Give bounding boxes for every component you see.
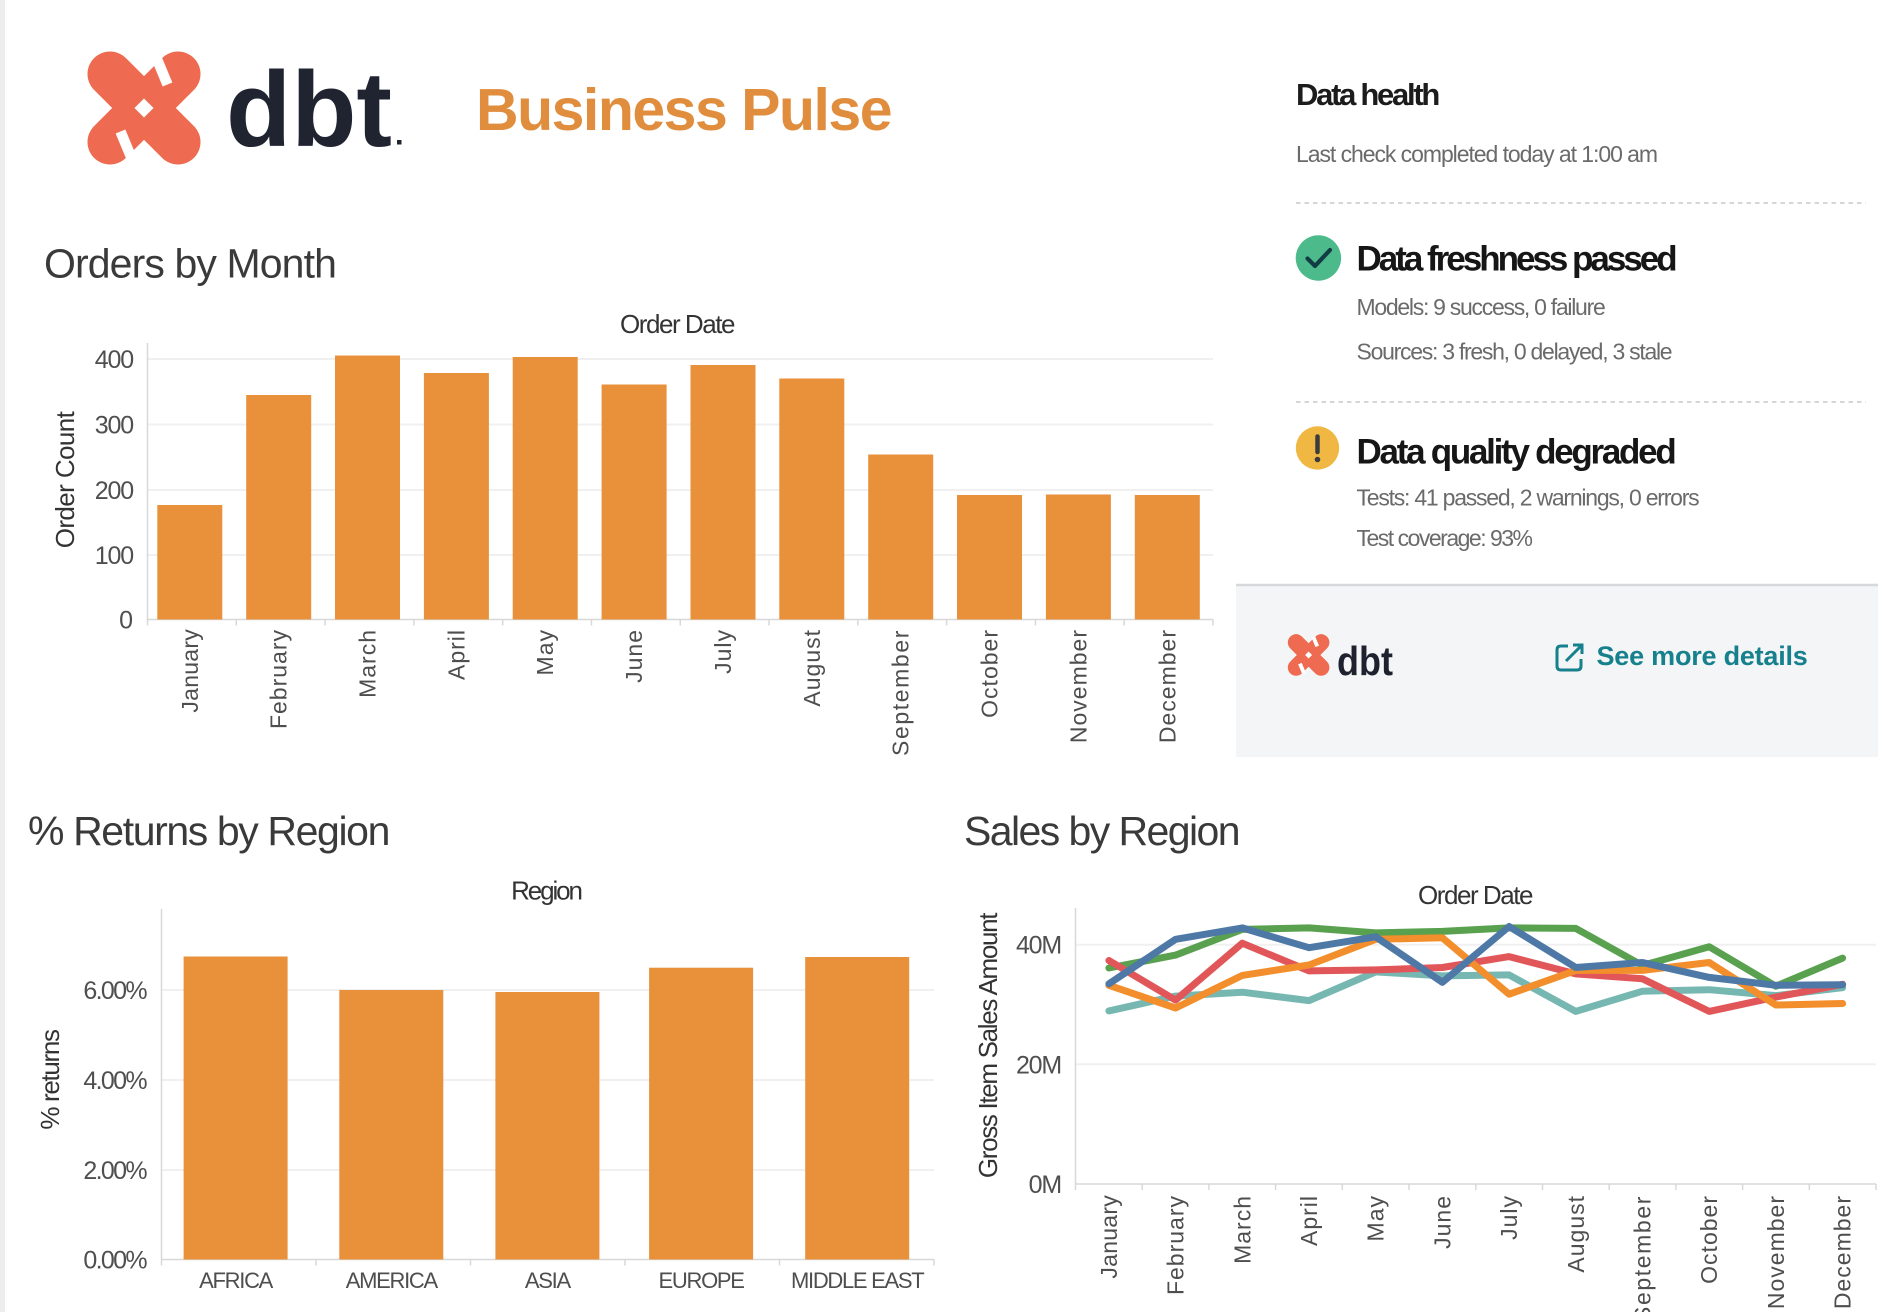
svg-text:200: 200 [95,477,133,505]
svg-text:August: August [799,629,825,707]
svg-text:Orders by Month: Orders by Month [44,241,336,287]
svg-text:AFRICA: AFRICA [199,1268,274,1293]
svg-text:Region: Region [511,876,581,906]
svg-text:300: 300 [95,412,133,440]
svg-text:March: March [1229,1195,1255,1264]
svg-text:Sources: 3 fresh, 0 delayed, 3: Sources: 3 fresh, 0 delayed, 3 stale [1357,339,1672,365]
svg-text:Test coverage: 93%: Test coverage: 93% [1357,525,1533,551]
svg-text:0.00%: 0.00% [83,1247,147,1275]
svg-text:% returns: % returns [35,1029,65,1130]
svg-text:Data freshness passed: Data freshness passed [1357,240,1677,279]
svg-text:Business Pulse: Business Pulse [476,77,891,143]
svg-text:July: July [710,629,736,674]
svg-text:January: January [1096,1195,1122,1279]
svg-text:March: March [355,629,381,698]
svg-text:May: May [1363,1195,1389,1241]
svg-text:dbt: dbt [226,49,392,169]
svg-text:ASIA: ASIA [525,1268,572,1293]
svg-text:February: February [266,629,292,729]
svg-text:July: July [1496,1195,1522,1240]
svg-text:0M: 0M [1029,1171,1061,1199]
svg-text:August: August [1563,1195,1589,1273]
svg-text:Sales by Region: Sales by Region [964,808,1239,854]
svg-text:Models: 9 success, 0 failure: Models: 9 success, 0 failure [1357,294,1605,320]
svg-text:% Returns by Region: % Returns by Region [28,808,389,854]
svg-text:Data quality degraded: Data quality degraded [1357,433,1676,472]
svg-text:May: May [532,629,558,675]
svg-text:October: October [1696,1195,1722,1284]
svg-text:April: April [443,629,469,680]
svg-text:November: November [1065,629,1091,743]
svg-text:November: November [1763,1195,1789,1309]
svg-text:400: 400 [95,346,133,374]
svg-text:0: 0 [119,607,133,635]
svg-text:AMERICA: AMERICA [346,1268,439,1293]
svg-text:See more details: See more details [1597,641,1808,671]
svg-text:Order Count: Order Count [50,410,80,548]
svg-text:February: February [1163,1195,1189,1295]
svg-text:EUROPE: EUROPE [659,1268,745,1293]
svg-text:June: June [621,629,647,683]
svg-text:Tests: 41 passed, 2 warnings,: Tests: 41 passed, 2 warnings, 0 errors [1357,485,1700,511]
svg-text:September: September [888,629,914,756]
svg-text:December: December [1830,1195,1856,1309]
svg-text:100: 100 [95,542,133,570]
svg-text:4.00%: 4.00% [83,1067,147,1095]
svg-text:2.00%: 2.00% [83,1157,147,1185]
svg-text:June: June [1429,1195,1455,1249]
svg-text:Order Date: Order Date [620,309,735,339]
svg-text:Gross Item Sales Amount: Gross Item Sales Amount [973,912,1003,1178]
svg-text:December: December [1154,629,1180,743]
svg-text:MIDDLE EAST: MIDDLE EAST [791,1268,924,1293]
svg-text:Last check completed today at: Last check completed today at 1:00 am [1296,141,1657,167]
svg-text:Order Date: Order Date [1418,880,1533,910]
svg-text:Data health: Data health [1296,77,1439,112]
svg-text:40M: 40M [1016,932,1061,960]
svg-text:October: October [977,629,1003,718]
svg-text:dbt: dbt [1337,639,1393,685]
svg-text:6.00%: 6.00% [83,977,147,1005]
svg-text:April: April [1296,1195,1322,1246]
svg-text:January: January [177,629,203,713]
svg-text:September: September [1630,1195,1656,1312]
svg-text:20M: 20M [1016,1051,1061,1079]
